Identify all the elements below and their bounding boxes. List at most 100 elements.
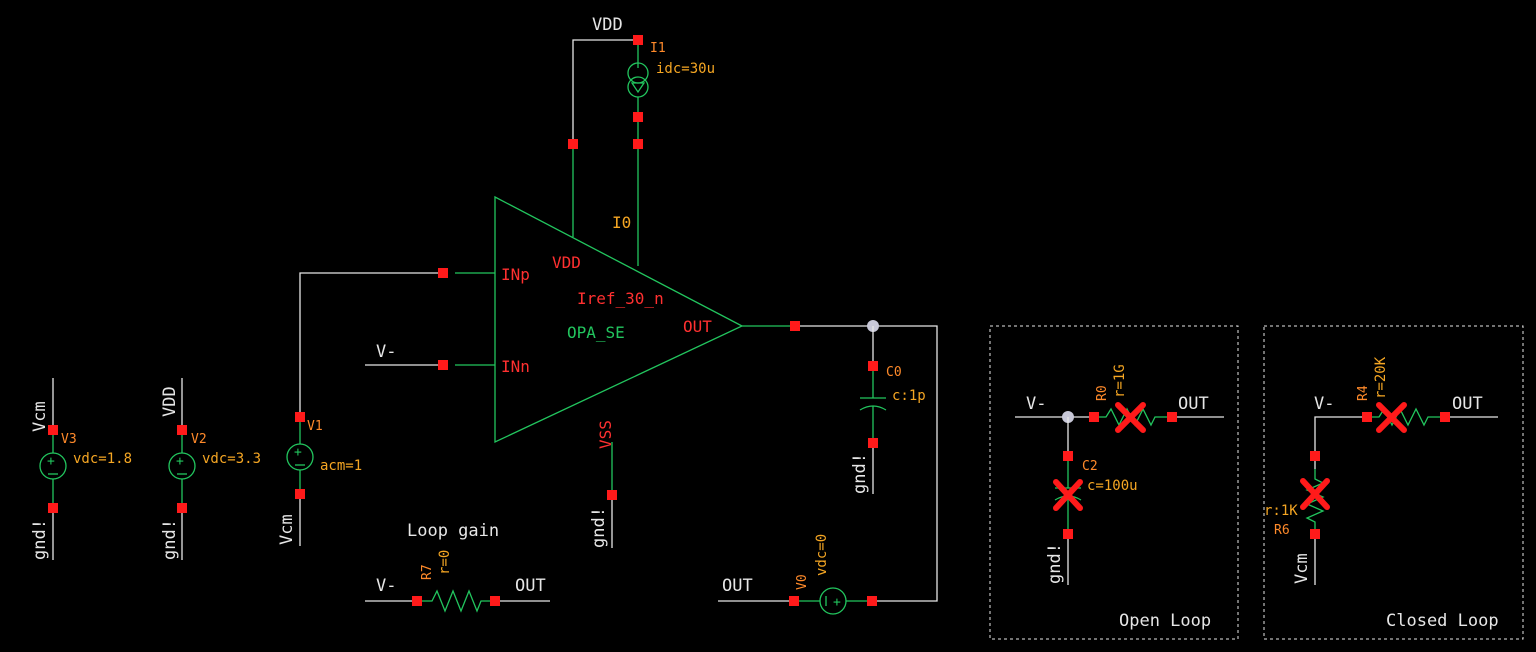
pin[interactable] — [1310, 451, 1320, 461]
opamp-inst-label: I0 — [612, 213, 631, 232]
r4-name: R4 — [1356, 385, 1371, 401]
opamp-pin-vdd: VDD — [552, 253, 581, 272]
pin[interactable] — [177, 503, 187, 513]
opamp-pin-inn: INn — [501, 357, 530, 376]
resistor-r6[interactable] — [1305, 469, 1325, 534]
r7-param: r=0 — [437, 550, 453, 575]
i1-name: I1 — [650, 41, 666, 56]
open-loop-title: Open Loop — [1119, 611, 1211, 631]
pin[interactable] — [568, 139, 578, 149]
pin[interactable] — [1089, 412, 1099, 422]
opamp-triangle — [494, 195, 744, 444]
r4-disabled-x-icon-2 — [1376, 402, 1407, 433]
pin[interactable] — [1167, 412, 1177, 422]
c0-bot-net: gnd! — [850, 453, 870, 494]
v2-plus-icon: + — [176, 454, 184, 469]
current-source-i1[interactable] — [627, 40, 649, 144]
pin[interactable] — [1063, 451, 1073, 461]
pin[interactable] — [438, 268, 448, 278]
v0-left-net: OUT — [722, 576, 753, 596]
v0-name: V0 — [795, 574, 810, 590]
cl-left-wire — [1314, 416, 1367, 469]
closed-loop-title: Closed Loop — [1386, 611, 1499, 631]
r6-disabled-x-icon-2 — [1300, 478, 1330, 510]
r6-bot-net: Vcm — [1292, 553, 1312, 584]
opamp-symbol[interactable] — [455, 144, 795, 495]
pin-markers — [48, 35, 1450, 606]
pin[interactable] — [1063, 529, 1073, 539]
opamp-pin-out: OUT — [683, 317, 712, 336]
v0-param: vdc=0 — [814, 534, 830, 576]
opamp-cell-name: OPA_SE — [567, 323, 625, 342]
r6-zigzag — [1305, 469, 1325, 534]
pin[interactable] — [295, 489, 305, 499]
opamp-pin-inp: INp — [501, 265, 530, 284]
r7-name: R7 — [420, 564, 435, 580]
v3-top-net: Vcm — [30, 401, 50, 432]
v1-bot-net: Vcm — [277, 514, 297, 545]
vdd-wire — [572, 39, 638, 144]
pin[interactable] — [633, 139, 643, 149]
ol-left-net: V- — [1026, 394, 1046, 414]
vss-gnd-net: gnd! — [589, 507, 609, 548]
r4-param: r=20K — [1373, 356, 1389, 399]
r7-left-net: V- — [376, 576, 396, 596]
loop-gain-title: Loop gain — [407, 521, 499, 541]
cl-right-net: OUT — [1452, 394, 1483, 414]
resistor-r4[interactable] — [1367, 407, 1445, 427]
inp-wire — [299, 272, 443, 417]
c2-disabled-x-icon-2 — [1053, 479, 1083, 511]
pin[interactable] — [177, 425, 187, 435]
capacitor-c0[interactable] — [859, 366, 887, 443]
v2-bot-net: gnd! — [160, 519, 180, 560]
c2-param: c=100u — [1087, 478, 1138, 494]
c0-name: C0 — [886, 365, 902, 380]
pin[interactable] — [295, 412, 305, 422]
pin[interactable] — [867, 596, 877, 606]
v3-plus-icon: + — [47, 454, 55, 469]
pin[interactable] — [490, 596, 500, 606]
i1-arrow-icon — [630, 82, 646, 94]
v0-plus-icon: + — [833, 595, 841, 610]
pin[interactable] — [868, 438, 878, 448]
opamp-pin-vss: VSS — [596, 420, 615, 449]
pin[interactable] — [868, 361, 878, 371]
r0-disabled-x-icon-2 — [1115, 402, 1146, 433]
r7-zigzag — [417, 589, 495, 613]
v2-param: vdc=3.3 — [202, 451, 261, 467]
v1-param: acm=1 — [320, 458, 362, 474]
v2-name: V2 — [191, 432, 207, 447]
v3-name: V3 — [61, 432, 77, 447]
r0-param: r=1G — [1112, 364, 1128, 398]
r6-name: R6 — [1274, 523, 1290, 538]
resistor-r7[interactable] — [417, 589, 495, 613]
c2-name: C2 — [1082, 459, 1098, 474]
pin[interactable] — [438, 360, 448, 370]
v3-bot-net: gnd! — [30, 519, 50, 560]
r6-param: r:1K — [1264, 503, 1298, 519]
pin[interactable] — [412, 596, 422, 606]
pin[interactable] — [607, 490, 617, 500]
pin[interactable] — [633, 35, 643, 45]
closed-loop-box — [1263, 325, 1524, 640]
v1-name: V1 — [307, 419, 323, 434]
out-wire — [795, 325, 938, 602]
r7-right-net: OUT — [515, 576, 546, 596]
inn-net-label: V- — [376, 342, 396, 362]
ol-right-net: OUT — [1178, 394, 1209, 414]
pin[interactable] — [48, 503, 58, 513]
pin[interactable] — [1310, 529, 1320, 539]
r4-zigzag — [1367, 407, 1445, 427]
voltage-source-v0[interactable]: + — [794, 587, 872, 615]
pin[interactable] — [1440, 412, 1450, 422]
c2-bot-net: gnd! — [1045, 543, 1065, 584]
r0-name: R0 — [1095, 385, 1110, 401]
open-loop-box — [989, 325, 1239, 640]
v3-param: vdc=1.8 — [73, 451, 132, 467]
pin[interactable] — [1362, 412, 1372, 422]
pin[interactable] — [789, 596, 799, 606]
pin[interactable] — [633, 112, 643, 122]
v2-top-net: VDD — [160, 386, 180, 417]
pin[interactable] — [790, 321, 800, 331]
pin[interactable] — [48, 425, 58, 435]
